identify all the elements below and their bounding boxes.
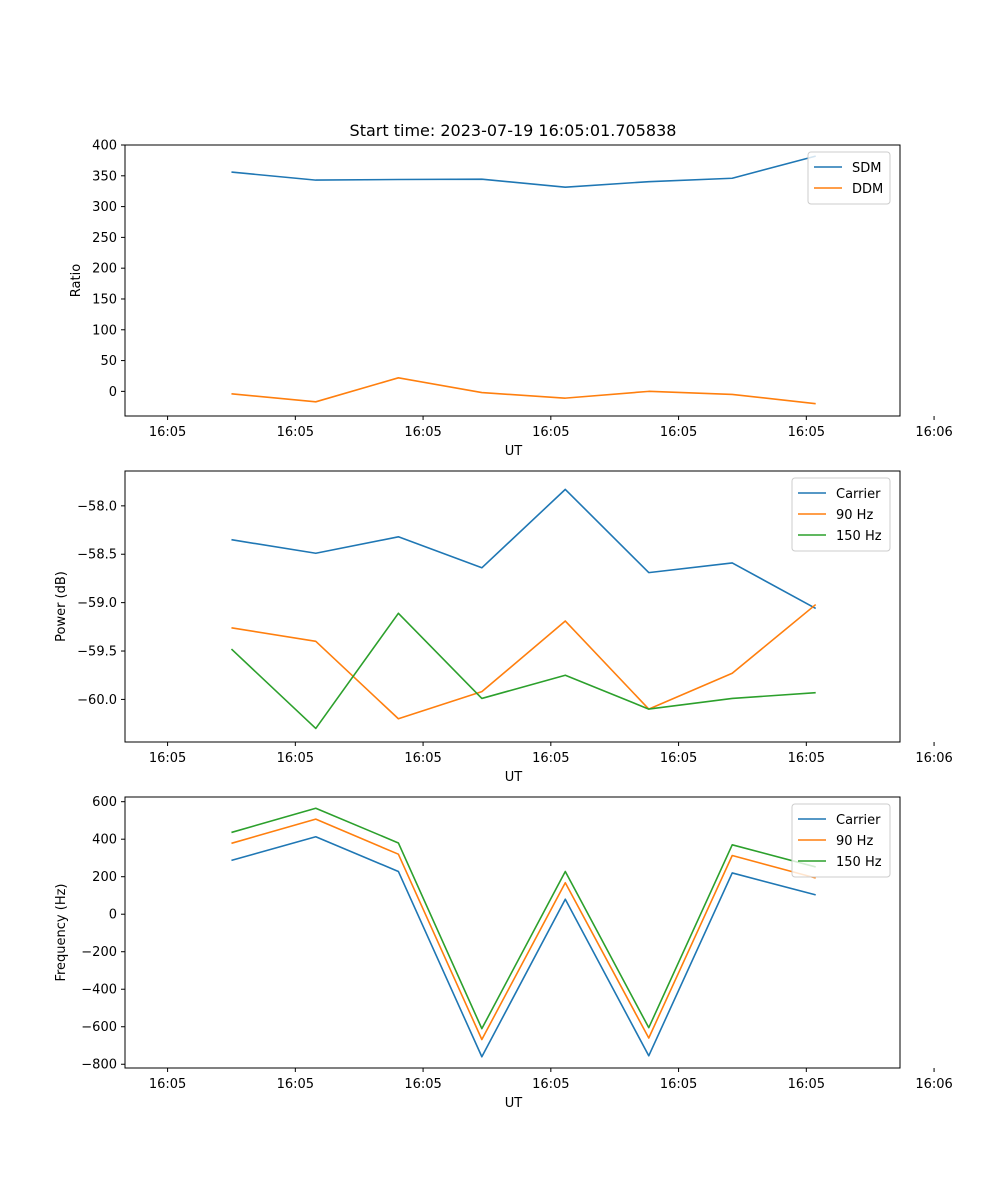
figure-title: Start time: 2023-07-19 16:05:01.705838 (350, 121, 677, 140)
legend-label: SDM (852, 161, 881, 176)
series-line-ddm (231, 377, 816, 405)
series-line-sdm (231, 155, 816, 188)
y-tick-label: 400 (92, 833, 117, 848)
x-tick-label: 16:05 (277, 751, 314, 766)
x-tick-label: 16:05 (788, 425, 825, 440)
x-tick-label: 16:05 (277, 1077, 314, 1092)
y-tick-label: 0 (109, 908, 117, 923)
y-tick-label: −60.0 (77, 693, 117, 708)
y-tick-label: 600 (92, 795, 117, 810)
x-tick-label: 16:05 (788, 1077, 825, 1092)
x-tick-label: 16:05 (532, 751, 569, 766)
legend-label: Carrier (836, 487, 881, 502)
x-axis-label: UT (505, 1096, 523, 1111)
x-axis-label: UT (505, 444, 523, 459)
legend-box (807, 151, 891, 205)
y-tick-label: 350 (92, 169, 117, 184)
x-tick-label: 16:05 (660, 1077, 697, 1092)
x-tick-label: 16:05 (532, 1077, 569, 1092)
x-tick-label: 16:06 (915, 425, 952, 440)
subplot-2: 16:05 16:05 16:05 16:05 16:05 16:05 16:06 −60.0… (54, 470, 953, 785)
y-tick-label: −59.5 (77, 645, 117, 660)
y-tick-label: −59.0 (77, 596, 117, 611)
y-tick-label: 300 (92, 200, 117, 215)
series-line-150-hz (231, 807, 816, 1030)
y-tick-label: 200 (92, 870, 117, 885)
y-axis-label: Ratio (69, 264, 84, 297)
x-tick-label: 16:05 (532, 425, 569, 440)
y-tick-label: −400 (81, 983, 117, 998)
x-tick-label: 16:05 (660, 751, 697, 766)
y-tick-label: 50 (100, 354, 117, 369)
subplot-3: 16:05 16:05 16:05 16:05 16:05 16:05 16:06 −800 −… (54, 795, 953, 1111)
series-line-90-hz (231, 603, 817, 720)
y-tick-label: −200 (81, 945, 117, 960)
series-line-90-hz (231, 818, 816, 1041)
x-tick-label: 16:05 (788, 751, 825, 766)
x-tick-label: 16:05 (149, 751, 186, 766)
legend-label: 90 Hz (836, 508, 873, 523)
axes-frame (124, 796, 901, 1069)
plots: 16:05 16:05 16:05 16:05 16:05 16:05 16:06 0 50 10… (54, 139, 953, 1112)
y-tick-label: 150 (92, 292, 117, 307)
x-tick-label: 16:06 (915, 1077, 952, 1092)
y-tick-label: 100 (92, 323, 117, 338)
axes-frame (124, 144, 901, 417)
y-tick-label: 200 (92, 262, 117, 277)
y-tick-label: −600 (81, 1020, 117, 1035)
y-tick-label: 0 (109, 385, 117, 400)
x-axis-label: UT (505, 770, 523, 785)
x-tick-label: 16:05 (149, 1077, 186, 1092)
series-line-carrier (231, 835, 816, 1058)
y-tick-label: −58.5 (77, 548, 117, 563)
legend-label: DDM (852, 182, 883, 197)
legend-label: Carrier (836, 813, 881, 828)
x-tick-label: 16:05 (404, 1077, 441, 1092)
x-tick-label: 16:06 (915, 751, 952, 766)
y-tick-label: −58.0 (77, 499, 117, 514)
x-tick-label: 16:05 (149, 425, 186, 440)
series-line-150-hz (230, 612, 816, 730)
legend: Carrier 90 Hz 150 Hz (791, 477, 891, 552)
y-tick-label: −800 (81, 1058, 117, 1073)
legend-box (791, 803, 891, 878)
legend-label: 90 Hz (836, 834, 873, 849)
x-tick-label: 16:05 (404, 751, 441, 766)
y-tick-label: 400 (92, 139, 117, 154)
series-line-carrier (231, 488, 817, 610)
x-tick-label: 16:05 (660, 425, 697, 440)
subplot-1: 16:05 16:05 16:05 16:05 16:05 16:05 16:06 0 50 10… (69, 139, 953, 460)
legend-label: 150 Hz (836, 855, 882, 870)
y-axis-label: Frequency (Hz) (54, 883, 69, 981)
y-tick-label: 250 (92, 231, 117, 246)
legend: SDM DDM (807, 151, 891, 205)
x-tick-label: 16:05 (277, 425, 314, 440)
axes-frame (124, 470, 901, 743)
x-tick-label: 16:05 (404, 425, 441, 440)
y-axis-label: Power (dB) (54, 571, 69, 642)
legend-label: 150 Hz (836, 529, 882, 544)
legend-box (791, 477, 891, 552)
legend: Carrier 90 Hz 150 Hz (791, 803, 891, 878)
